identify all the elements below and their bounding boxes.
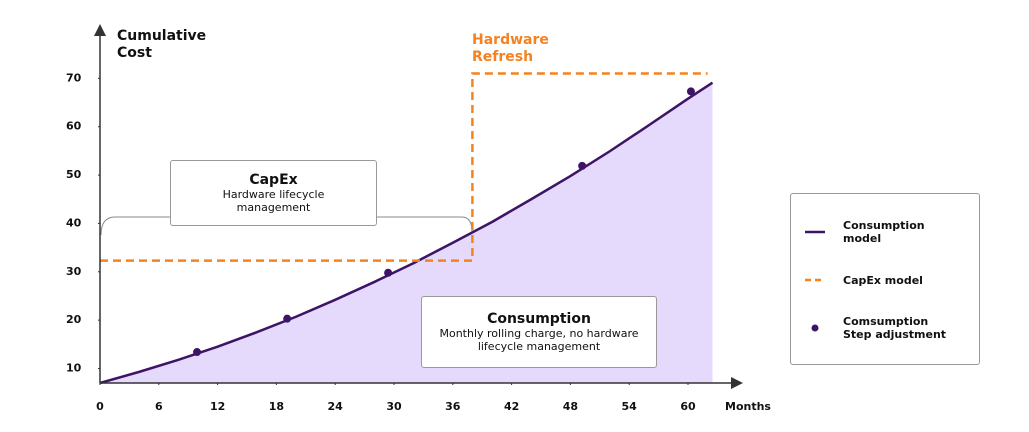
- x-tick-label: 54: [622, 400, 638, 413]
- step-point: [193, 348, 202, 357]
- step-point: [578, 161, 587, 170]
- legend: Consumption model CapEx model Comsumption …: [790, 193, 980, 365]
- x-tick-label: 48: [563, 400, 578, 413]
- step-point: [384, 268, 393, 277]
- y-tick-label: 70: [66, 71, 82, 84]
- capex-line: [100, 72, 708, 262]
- legend-label: CapEx model: [843, 273, 923, 287]
- y-tick-label: 60: [66, 120, 82, 133]
- x-tick-label: 18: [269, 400, 284, 413]
- annotation-title: Consumption: [487, 311, 591, 327]
- x-tick-label: 30: [386, 400, 402, 413]
- step-point: [686, 87, 695, 96]
- x-tick-label: 12: [210, 400, 225, 413]
- x-tick-label: 24: [328, 400, 344, 413]
- y-axis-label: Cumulative Cost: [117, 28, 206, 61]
- y-tick-label: 10: [66, 361, 82, 374]
- x-tick-label: 0: [96, 400, 104, 413]
- x-tick-label: 60: [680, 400, 696, 413]
- x-tick-label: 42: [504, 400, 519, 413]
- legend-label: Consumption model: [843, 219, 925, 245]
- legend-marker: [811, 324, 819, 332]
- step-point: [283, 314, 292, 323]
- y-tick-label: 30: [66, 265, 82, 278]
- x-axis-label: Months: [725, 400, 771, 413]
- x-tick-label: 6: [155, 400, 163, 413]
- x-tick-label: 36: [445, 400, 461, 413]
- legend-item: Comsumption Step adjustment: [803, 304, 967, 352]
- legend-item: Consumption model: [803, 208, 967, 256]
- legend-swatch: [805, 230, 825, 234]
- legend-item: CapEx model: [803, 256, 967, 304]
- consumption-line: [99, 81, 714, 385]
- annotation-text: Hardware lifecycle management: [222, 188, 325, 214]
- y-tick-label: 50: [66, 168, 82, 181]
- annotation-box: CapEx Hardware lifecycle management: [170, 160, 377, 226]
- annotation: Hardware Refresh: [472, 32, 549, 65]
- legend-swatch: [805, 278, 825, 282]
- y-tick-label: 40: [66, 216, 82, 229]
- annotation-text: Monthly rolling charge, no hardware life…: [439, 327, 639, 353]
- legend-swatch: [811, 324, 819, 332]
- legend-label: Comsumption Step adjustment: [843, 315, 947, 341]
- y-tick-label: 20: [66, 313, 82, 326]
- annotation-title: CapEx: [249, 172, 298, 188]
- annotation-box: Consumption Monthly rolling charge, no h…: [421, 296, 657, 368]
